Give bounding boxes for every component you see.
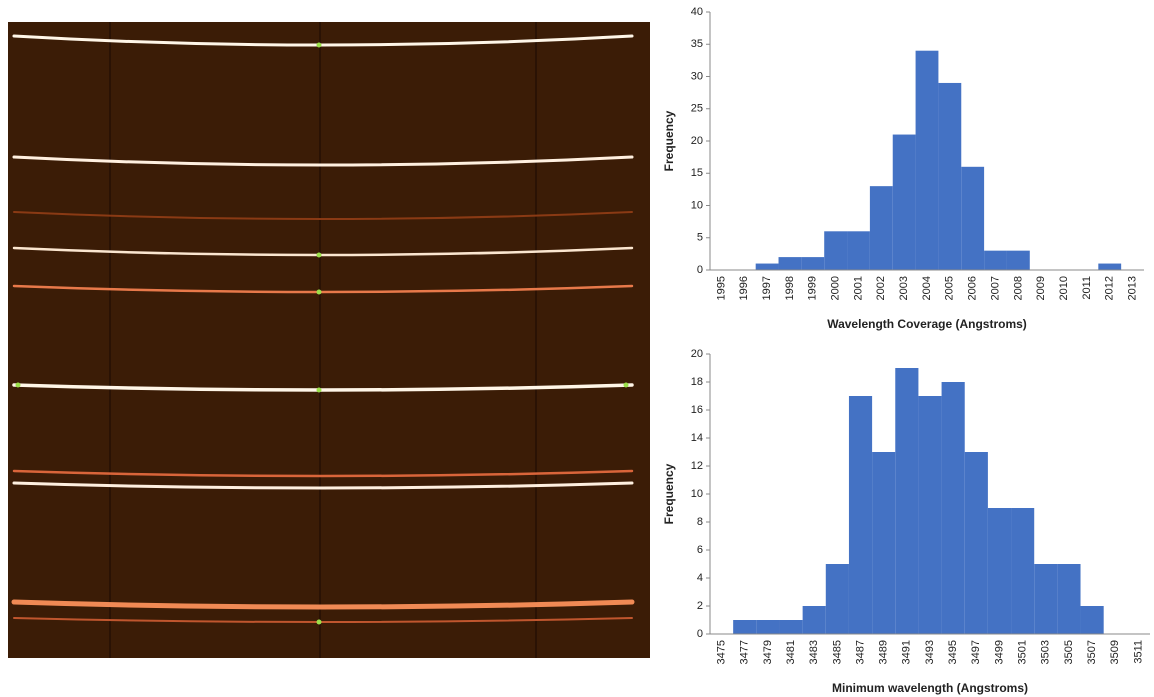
x-tick-label: 2009 bbox=[1035, 276, 1047, 300]
bar bbox=[964, 452, 988, 634]
x-tick-label: 3489 bbox=[878, 640, 890, 664]
bar bbox=[915, 50, 939, 271]
y-tick-label: 5 bbox=[697, 232, 703, 244]
x-axis-label: Wavelength Coverage (Angstroms) bbox=[827, 317, 1027, 331]
y-tick-label: 4 bbox=[697, 572, 703, 584]
x-tick-label: 1997 bbox=[761, 276, 773, 300]
y-tick-label: 30 bbox=[691, 70, 703, 82]
bar bbox=[938, 82, 962, 270]
bar bbox=[961, 166, 985, 270]
bar bbox=[779, 620, 803, 634]
x-tick-label: 2000 bbox=[830, 276, 842, 300]
y-tick-label: 10 bbox=[691, 488, 703, 500]
y-tick-label: 16 bbox=[691, 404, 703, 416]
image-background bbox=[8, 22, 650, 658]
bar bbox=[848, 396, 873, 634]
x-tick-label: 3499 bbox=[993, 640, 1005, 664]
bar bbox=[778, 257, 802, 270]
bar bbox=[825, 564, 849, 634]
bar bbox=[756, 620, 780, 634]
y-axis-label: Frequency bbox=[662, 110, 676, 171]
marker-dots bbox=[15, 42, 629, 625]
y-tick-label: 0 bbox=[697, 628, 703, 640]
y-tick-label: 14 bbox=[691, 432, 703, 444]
bar bbox=[847, 231, 870, 270]
x-tick-label: 3477 bbox=[739, 640, 751, 664]
x-axis-label: Minimum wavelength (Angstroms) bbox=[832, 681, 1028, 695]
bar bbox=[892, 134, 916, 270]
y-tick-label: 8 bbox=[697, 516, 703, 528]
x-tick-label: 3509 bbox=[1109, 640, 1121, 664]
x-tick-label: 3485 bbox=[831, 640, 843, 664]
bar bbox=[824, 231, 848, 270]
bar bbox=[1011, 508, 1035, 634]
x-tick-label: 3501 bbox=[1017, 640, 1029, 664]
x-tick-label: 3503 bbox=[1040, 640, 1052, 664]
bar bbox=[1098, 263, 1122, 270]
bar bbox=[1057, 564, 1081, 634]
y-tick-label: 6 bbox=[697, 544, 703, 556]
x-tick-label: 1999 bbox=[807, 276, 819, 300]
x-tick-label: 3479 bbox=[762, 640, 774, 664]
image-seams bbox=[109, 22, 537, 658]
x-tick-label: 2008 bbox=[1012, 276, 1024, 300]
x-tick-label: 2001 bbox=[852, 276, 864, 300]
x-tick-label: 2006 bbox=[967, 276, 979, 300]
x-tick-label: 2010 bbox=[1058, 276, 1070, 300]
x-tick-label: 2012 bbox=[1104, 276, 1116, 300]
x-tick-label: 2013 bbox=[1126, 276, 1138, 300]
x-tick-label: 3491 bbox=[901, 640, 913, 664]
x-tick-label: 2002 bbox=[875, 276, 887, 300]
x-tick-label: 1995 bbox=[715, 276, 727, 300]
x-tick-label: 3495 bbox=[947, 640, 959, 664]
y-axis-label: Frequency bbox=[662, 463, 676, 524]
x-tick-label: 2007 bbox=[989, 276, 1001, 300]
bar bbox=[869, 186, 893, 270]
x-tick-label: 3487 bbox=[854, 640, 866, 664]
x-tick-label: 3481 bbox=[785, 640, 797, 664]
x-tick-label: 3507 bbox=[1086, 640, 1098, 664]
bar bbox=[1006, 250, 1030, 270]
arc-lines bbox=[11, 34, 635, 623]
bar bbox=[872, 452, 896, 634]
x-tick-label: 2004 bbox=[921, 276, 933, 300]
x-tick-label: 2011 bbox=[1081, 276, 1093, 300]
bar bbox=[733, 620, 757, 634]
x-tick-label: 2005 bbox=[944, 276, 956, 300]
bar bbox=[802, 606, 826, 634]
y-tick-label: 2 bbox=[697, 600, 703, 612]
bar bbox=[755, 263, 779, 270]
bar bbox=[1034, 564, 1058, 634]
x-tick-label: 3505 bbox=[1063, 640, 1075, 664]
spectral-image bbox=[8, 22, 650, 658]
y-tick-label: 35 bbox=[691, 38, 703, 50]
bar bbox=[1080, 606, 1104, 634]
x-tick-label: 3475 bbox=[715, 640, 727, 664]
y-tick-label: 12 bbox=[691, 460, 703, 472]
bar bbox=[895, 368, 919, 634]
x-tick-label: 3511 bbox=[1132, 640, 1144, 664]
bar bbox=[941, 382, 965, 634]
x-tick-label: 3493 bbox=[924, 640, 936, 664]
y-tick-label: 18 bbox=[691, 376, 703, 388]
y-tick-label: 20 bbox=[691, 135, 703, 147]
bar bbox=[918, 396, 942, 634]
bar bbox=[984, 250, 1007, 270]
x-tick-label: 1998 bbox=[784, 276, 796, 300]
y-tick-label: 20 bbox=[691, 348, 703, 360]
x-tick-label: 3497 bbox=[970, 640, 982, 664]
x-tick-label: 2003 bbox=[898, 276, 910, 300]
bar bbox=[987, 508, 1012, 634]
y-tick-label: 40 bbox=[691, 6, 703, 18]
y-tick-label: 10 bbox=[691, 199, 703, 211]
x-tick-label: 1996 bbox=[738, 276, 750, 300]
x-tick-label: 3483 bbox=[808, 640, 820, 664]
y-tick-label: 25 bbox=[691, 103, 703, 115]
bar bbox=[801, 257, 825, 270]
y-tick-label: 15 bbox=[691, 167, 703, 179]
y-tick-label: 0 bbox=[697, 264, 703, 276]
